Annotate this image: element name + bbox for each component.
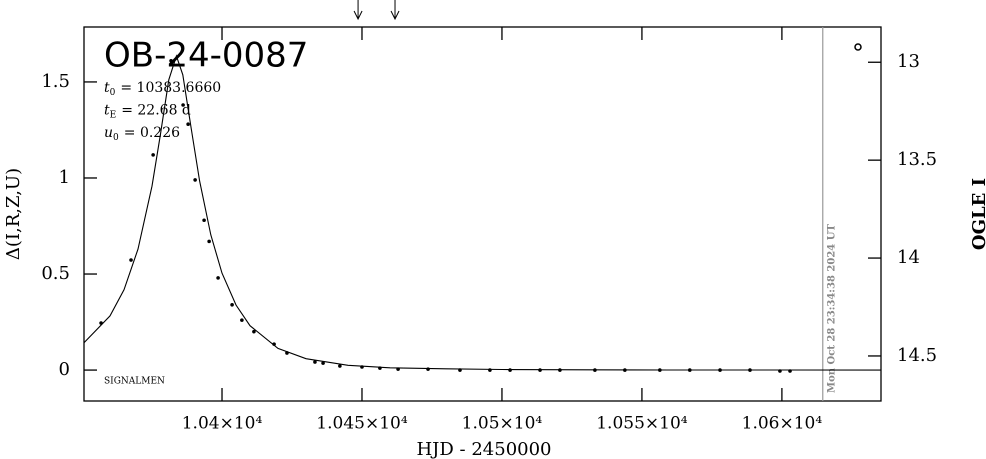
y-tick-label: 0.5	[41, 263, 70, 284]
y-tick-label: 1	[59, 167, 70, 188]
data-point	[99, 321, 103, 325]
plot-frame	[83, 26, 882, 402]
y2-tick-label: 14	[897, 247, 920, 268]
data-point	[129, 258, 133, 262]
y-axis-label: Δ(I,R,Z,U)	[3, 168, 24, 260]
data-point	[538, 368, 542, 372]
y-tick-label: 0	[59, 359, 70, 380]
data-point	[321, 361, 325, 365]
parameter-sub: 0	[113, 133, 119, 143]
arrow	[353, 0, 363, 21]
data-point	[252, 329, 256, 334]
timestamp: Mon Oct 28 23:34:38 2024 UT	[826, 224, 837, 393]
parameter-sub: 0	[110, 88, 116, 98]
data-point	[748, 368, 752, 372]
footer-note: SIGNALMEN	[104, 377, 165, 387]
data-point	[488, 368, 492, 372]
data-point	[623, 368, 627, 372]
data-point	[426, 367, 430, 371]
y-tick-label: 1.5	[41, 71, 70, 92]
data-point	[216, 276, 220, 280]
parameter: t0 = 10383.6660	[104, 80, 221, 98]
data-point	[396, 367, 400, 371]
data-point	[202, 218, 206, 223]
data-point	[207, 239, 211, 244]
y2-axis-label: OGLE I	[969, 178, 986, 250]
y2-tick-label: 14.5	[897, 345, 937, 366]
data-point	[169, 59, 173, 63]
x-tick-label: 1.06×10⁴	[742, 414, 823, 434]
x-tick-label: 1.04×10⁴	[182, 414, 263, 434]
parameter-sub: E	[110, 110, 117, 120]
data-point	[593, 368, 597, 372]
data-point	[718, 368, 722, 372]
data-point	[687, 368, 692, 372]
data-point	[360, 365, 364, 369]
data-point	[558, 368, 562, 372]
data-point	[338, 364, 342, 368]
model-curve	[83, 54, 882, 371]
data-point	[240, 318, 244, 322]
data-point	[193, 178, 197, 182]
y2-tick-label: 13	[897, 51, 920, 72]
chart-title: OB-24-0087	[104, 36, 308, 76]
x-tick-label: 1.05×10⁴	[462, 414, 543, 434]
parameter-symbol: u	[104, 125, 113, 141]
data-point	[272, 342, 276, 346]
arrow	[390, 0, 400, 21]
data-point	[788, 369, 792, 373]
parameter-text: = 10383.6660	[120, 80, 221, 96]
data-point	[378, 366, 382, 370]
parameter-symbol: t	[104, 80, 110, 96]
data-point	[186, 122, 190, 126]
data-point	[313, 360, 317, 364]
data-point	[778, 369, 782, 373]
parameter-text: = 0.226	[124, 125, 180, 141]
parameter-symbol: t	[104, 103, 110, 119]
data-point	[508, 368, 512, 372]
data-point	[230, 302, 234, 307]
data-point	[285, 351, 289, 355]
data-point	[181, 103, 185, 107]
parameter-text: = 22.68 d	[121, 103, 191, 119]
x-tick-label: 1.055×10⁴	[596, 414, 688, 434]
data-point	[458, 368, 462, 372]
y2-tick-label: 13.5	[897, 149, 937, 170]
data-point	[658, 368, 662, 372]
x-axis-label: HJD - 2450000	[416, 439, 551, 459]
symbol	[854, 43, 862, 51]
data-point	[151, 153, 155, 157]
x-tick-label: 1.045×10⁴	[316, 414, 408, 434]
parameter: tE = 22.68 d	[104, 103, 191, 121]
parameter: u0 = 0.226	[104, 125, 180, 143]
